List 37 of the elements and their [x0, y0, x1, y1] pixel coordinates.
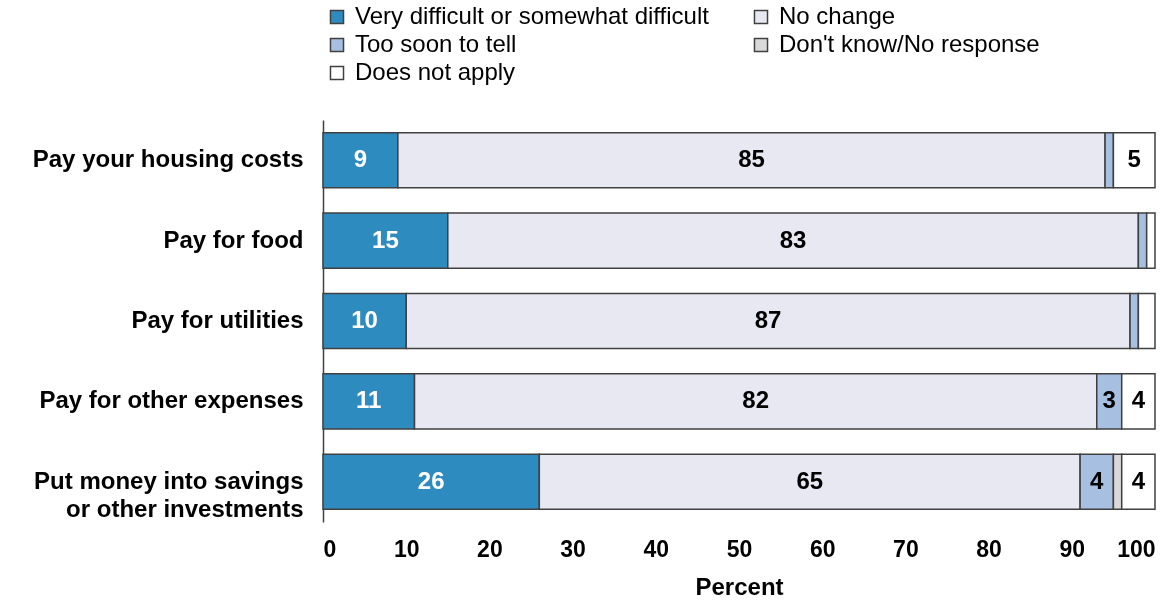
x-axis-title: Percent: [695, 572, 784, 600]
x-tick-label: 30: [560, 535, 586, 562]
data-label: 15: [372, 225, 399, 253]
x-tick-label: 100: [1117, 535, 1156, 562]
y-tick-label: Pay for food: [163, 225, 304, 253]
legend-label: Don't know/No response: [779, 30, 1040, 57]
y-tick-label: Pay your housing costs: [32, 145, 304, 173]
x-tick-label: 40: [643, 535, 670, 562]
x-tick-label: 60: [809, 535, 836, 562]
x-tick-label: 0: [323, 535, 337, 562]
data-label: 85: [738, 145, 765, 173]
data-label: 9: [353, 145, 368, 173]
legend-label: Too soon to tell: [355, 30, 517, 57]
data-label: 5: [1127, 145, 1141, 173]
data-label: 83: [779, 225, 807, 253]
data-label: 26: [417, 466, 445, 494]
y-tick-label: Put money into savings or other investments: [34, 466, 304, 522]
data-label: 65: [796, 466, 824, 494]
data-label: 82: [742, 386, 769, 414]
legend-label: Does not apply: [355, 58, 516, 85]
x-tick-label: 20: [477, 535, 503, 562]
y-tick-label: Pay for other expenses: [39, 386, 304, 414]
data-label: 4: [1131, 466, 1146, 494]
legend-label: Very difficult or somewhat difficult: [355, 2, 710, 29]
data-label: 4: [1131, 386, 1146, 414]
data-label: 87: [754, 306, 782, 333]
y-tick-label: Pay for utilities: [131, 306, 304, 333]
data-label: 4: [1090, 466, 1105, 494]
data-label: 10: [351, 306, 378, 333]
x-tick-label: 10: [393, 535, 420, 562]
legend-label: No change: [779, 2, 896, 29]
x-tick-label: 90: [1059, 535, 1086, 562]
data-label: 3: [1102, 386, 1116, 414]
x-tick-label: 50: [726, 535, 753, 562]
data-label: 11: [356, 386, 382, 414]
x-tick-label: 80: [976, 535, 1002, 562]
x-tick-label: 70: [893, 535, 919, 562]
